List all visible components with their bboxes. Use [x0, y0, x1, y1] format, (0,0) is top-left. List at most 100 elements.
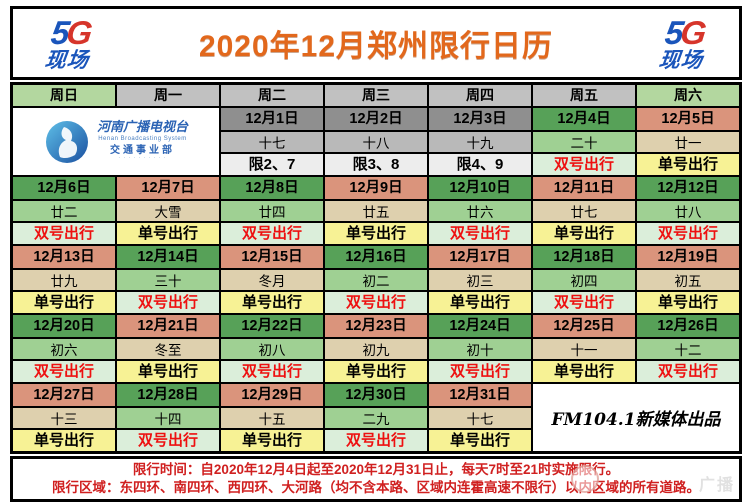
calendar-day-cell: 12月5日 廿一 单号出行	[637, 108, 739, 175]
day-status: 单号出行	[429, 290, 531, 313]
calendar-day-cell: 12月3日 十九 限4、9	[429, 108, 531, 175]
weekday-header: 周三	[325, 85, 427, 106]
day-status: 双号出行	[637, 359, 739, 382]
day-date: 12月22日	[221, 315, 323, 337]
calendar-day-cell: 12月17日 初三 单号出行	[429, 246, 531, 313]
day-lunar: 初八	[221, 337, 323, 359]
day-status: 双号出行	[221, 359, 323, 382]
day-status: 单号出行	[533, 221, 635, 244]
day-date: 12月2日	[325, 108, 427, 130]
page-title: 2020年12月郑州限行日历	[198, 30, 554, 63]
day-date: 12月26日	[637, 315, 739, 337]
day-date: 12月1日	[221, 108, 323, 130]
calendar-day-cell: 12月4日 二十 双号出行	[533, 108, 635, 175]
day-lunar: 十五	[221, 406, 323, 428]
day-lunar: 冬至	[117, 337, 219, 359]
day-lunar: 二九	[325, 406, 427, 428]
day-date: 12月13日	[13, 246, 115, 268]
day-status: 单号出行	[637, 152, 739, 175]
calendar-day-cell: 12月31日 十七 单号出行	[429, 384, 531, 451]
day-date: 12月5日	[637, 108, 739, 130]
day-date: 12月4日	[533, 108, 635, 130]
broadcaster-tagline: · · · · · · · · · ·	[118, 155, 167, 162]
day-lunar: 初五	[637, 268, 739, 290]
day-lunar: 十七	[429, 406, 531, 428]
day-date: 12月11日	[533, 177, 635, 199]
calendar-day-cell: 12月22日 初八 双号出行	[221, 315, 323, 382]
header: 5G 现场 2020年12月郑州限行日历 5G 现场	[10, 6, 742, 80]
day-status: 双号出行	[533, 290, 635, 313]
day-lunar: 十九	[429, 130, 531, 152]
day-lunar: 初九	[325, 337, 427, 359]
weekday-header: 周四	[429, 85, 531, 106]
day-lunar: 廿八	[637, 199, 739, 221]
restriction-time-note: 限行时间：自2020年12月4日起至2020年12月31日止，每天7时至21时实…	[132, 462, 620, 477]
watermark-ghost-text: 广播	[698, 477, 735, 494]
day-status: 单号出行	[13, 428, 115, 451]
day-status: 单号出行	[325, 221, 427, 244]
day-lunar: 十七	[221, 130, 323, 152]
day-lunar: 初十	[429, 337, 531, 359]
day-date: 12月28日	[117, 384, 219, 406]
day-lunar: 廿二	[13, 199, 115, 221]
calendar-day-cell: 12月27日 十三 单号出行	[13, 384, 115, 451]
day-status: 双号出行	[117, 428, 219, 451]
poster: 5G 现场 2020年12月郑州限行日历 5G 现场 周日 周一 周二 周三 周四 周五周…	[10, 6, 742, 502]
calendar-day-cell: 12月8日 廿四 双号出行	[221, 177, 323, 244]
day-status: 单号出行	[429, 428, 531, 451]
day-status: 双号出行	[429, 221, 531, 244]
day-lunar: 二十	[533, 130, 635, 152]
calendar-day-cell: 12月25日 十一 单号出行	[533, 315, 635, 382]
day-date: 12月25日	[533, 315, 635, 337]
5g-logo-text: 5G	[663, 13, 706, 51]
day-lunar: 初三	[429, 268, 531, 290]
calendar-day-cell: 12月7日 大雪 单号出行	[117, 177, 219, 244]
day-lunar: 廿五	[325, 199, 427, 221]
calendar-day-cell: 12月15日 冬月 单号出行	[221, 246, 323, 313]
calendar-day-cell: 12月16日 初二 双号出行	[325, 246, 427, 313]
day-date: 12月27日	[13, 384, 115, 406]
day-lunar: 三十	[117, 268, 219, 290]
calendar-day-cell: 12月21日 冬至 单号出行	[117, 315, 219, 382]
day-lunar: 十四	[117, 406, 219, 428]
day-date: 12月12日	[637, 177, 739, 199]
day-lunar: 廿九	[13, 268, 115, 290]
day-status: 单号出行	[117, 359, 219, 382]
calendar-day-cell: 12月24日 初十 双号出行	[429, 315, 531, 382]
broadcaster-logo-icon	[45, 120, 88, 163]
calendar-day-cell: 12月11日 廿七 单号出行	[533, 177, 635, 244]
day-lunar: 廿四	[221, 199, 323, 221]
day-date: 12月23日	[325, 315, 427, 337]
calendar-day-cell: 12月20日 初六 双号出行	[13, 315, 115, 382]
calendar-day-cell: 12月6日 廿二 双号出行	[13, 177, 115, 244]
weekday-header: 周五	[533, 85, 635, 106]
day-date: 12月6日	[13, 177, 115, 199]
calendar-day-cell: 12月29日 十五 单号出行	[221, 384, 323, 451]
day-lunar: 十八	[325, 130, 427, 152]
calendar-day-cell: 12月13日 廿九 单号出行	[13, 246, 115, 313]
day-date: 12月17日	[429, 246, 531, 268]
weekday-header: 周二	[221, 85, 323, 106]
day-lunar: 初四	[533, 268, 635, 290]
day-lunar: 冬月	[221, 268, 323, 290]
day-date: 12月9日	[325, 177, 427, 199]
day-status: 单号出行	[13, 290, 115, 313]
day-lunar: 十三	[13, 406, 115, 428]
day-lunar: 初六	[13, 337, 115, 359]
day-lunar: 大雪	[117, 199, 219, 221]
weekday-header: 周六	[637, 85, 739, 106]
day-date: 12月19日	[637, 246, 739, 268]
day-lunar: 廿六	[429, 199, 531, 221]
day-lunar: 廿七	[533, 199, 635, 221]
5g-logo-subtext: 现场	[43, 48, 91, 72]
day-status: 限3、8	[325, 152, 427, 175]
day-lunar: 初二	[325, 268, 427, 290]
day-date: 12月7日	[117, 177, 219, 199]
day-status: 单号出行	[637, 290, 739, 313]
calendar-day-cell: 12月2日 十八 限3、8	[325, 108, 427, 175]
restriction-notes: 限行时间：自2020年12月4日起至2020年12月31日止，每天7时至21时实…	[10, 456, 742, 502]
broadcaster-department: 交通事业部	[109, 144, 175, 156]
calendar-day-cell: 12月1日 十七 限2、7	[221, 108, 323, 175]
day-lunar: 十一	[533, 337, 635, 359]
5g-live-logo-right: 5G 现场	[632, 13, 735, 72]
